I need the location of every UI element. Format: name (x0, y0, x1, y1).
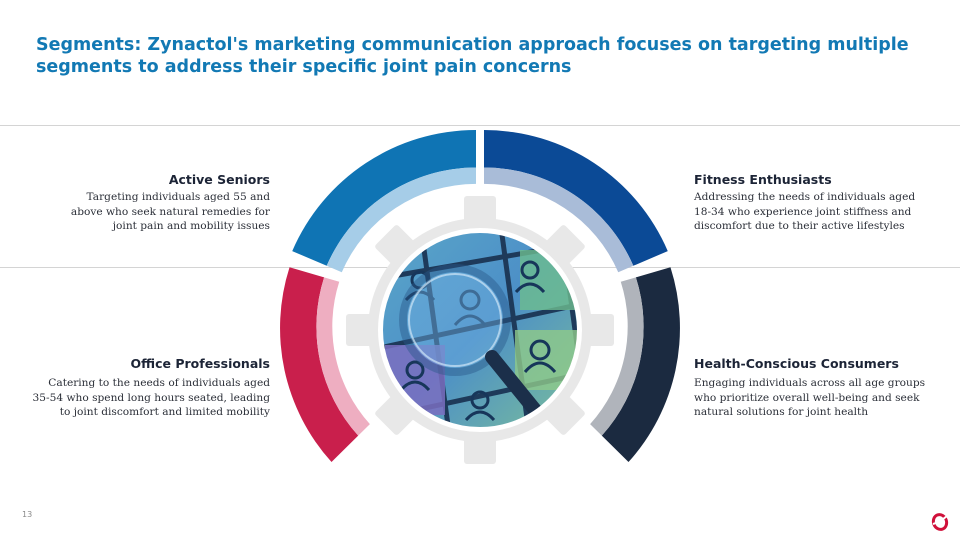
inner-arc-office-professionals (316, 277, 370, 436)
slide-title: Segments: Zynactol's marketing communica… (36, 35, 909, 77)
arc-active-seniors (292, 130, 476, 266)
inner-arc-fitness-enthusiasts (484, 167, 634, 273)
segment-description-office-professionals: Catering to the needs of individuals age… (32, 377, 270, 418)
inner-arc-active-seniors (326, 167, 476, 273)
magnifier-people-icon (382, 232, 578, 428)
segment-description-fitness-enthusiasts: Addressing the needs of individuals aged… (694, 191, 916, 232)
page-number: 13 (22, 510, 33, 519)
arc-fitness-enthusiasts (484, 130, 668, 266)
segment-heading-health-conscious-consumers: Health-Conscious Consumers (694, 356, 899, 371)
arc-health-conscious-consumers (601, 267, 680, 463)
segment-heading-office-professionals: Office Professionals (130, 356, 270, 371)
segment-description-health-conscious-consumers: Engaging individuals across all age grou… (694, 377, 926, 418)
arc-office-professionals (280, 267, 359, 463)
segment-description-active-seniors: Targeting individuals aged 55 and above … (70, 191, 270, 232)
segment-heading-active-seniors: Active Seniors (168, 172, 270, 187)
divider-top (0, 125, 960, 126)
inner-arc-health-conscious-consumers (590, 277, 644, 436)
segment-heading-fitness-enthusiasts: Fitness Enthusiasts (694, 172, 832, 187)
brand-logo-icon (931, 513, 949, 531)
